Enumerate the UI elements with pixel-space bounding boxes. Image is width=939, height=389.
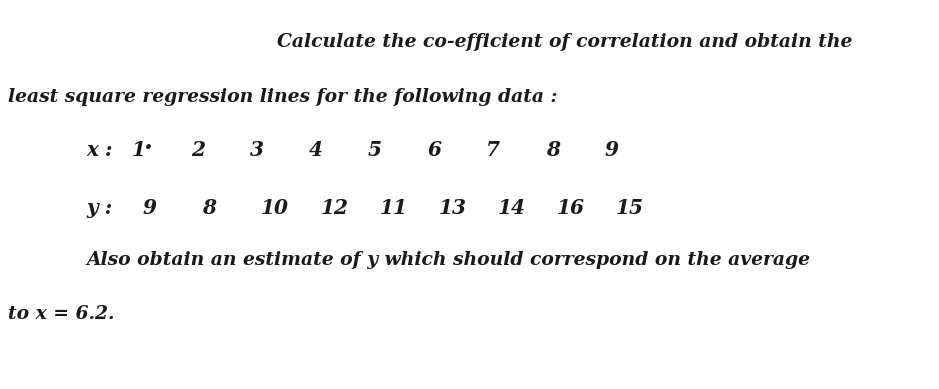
- Text: Calculate the co-efficient of correlation and obtain the: Calculate the co-efficient of correlatio…: [277, 33, 853, 51]
- Text: 4: 4: [309, 140, 323, 160]
- Text: 5: 5: [368, 140, 382, 160]
- Text: 16: 16: [557, 198, 585, 218]
- Text: 13: 13: [439, 198, 467, 218]
- Text: 12: 12: [320, 198, 348, 218]
- Text: Also obtain an estimate of y which should correspond on the average: Also obtain an estimate of y which shoul…: [86, 251, 810, 269]
- Text: 7: 7: [486, 140, 500, 160]
- Text: 9: 9: [605, 140, 619, 160]
- Text: 3: 3: [250, 140, 264, 160]
- Text: least square regression lines for the following data :: least square regression lines for the fo…: [8, 88, 557, 105]
- Text: 14: 14: [498, 198, 526, 218]
- Text: 11: 11: [379, 198, 408, 218]
- Text: 8: 8: [546, 140, 560, 160]
- Text: 15: 15: [616, 198, 644, 218]
- Text: 9: 9: [143, 198, 157, 218]
- Text: 1: 1: [131, 140, 146, 160]
- Text: ·: ·: [143, 136, 152, 161]
- Text: y :: y :: [86, 198, 113, 218]
- Text: 2: 2: [191, 140, 205, 160]
- Text: 10: 10: [261, 198, 289, 218]
- Text: 6: 6: [427, 140, 441, 160]
- Text: to x = 6.2.: to x = 6.2.: [8, 305, 114, 323]
- Text: x :: x :: [86, 140, 113, 160]
- Text: 8: 8: [202, 198, 216, 218]
